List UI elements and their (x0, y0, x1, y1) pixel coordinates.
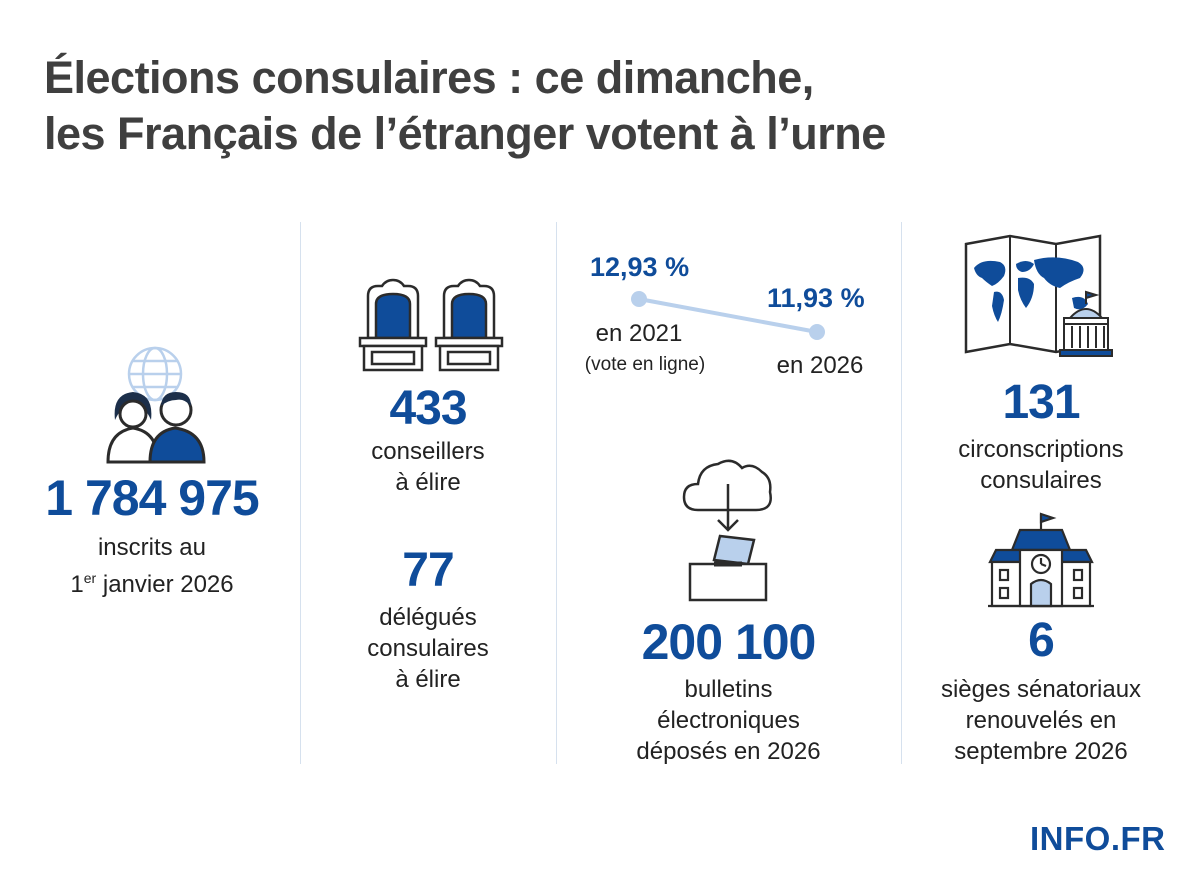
ordinal-superscript: er (83, 570, 97, 586)
delegates-label: délégués consulaires à élire (300, 602, 556, 695)
councillors-label-line-2: à élire (395, 469, 461, 496)
government-building (1059, 290, 1113, 357)
senate-label-line-3: septembre 2026 (954, 738, 1128, 765)
turnout-2021-point (631, 291, 647, 307)
constituencies-value: 131 (1002, 376, 1080, 429)
globe-people-icon (106, 346, 206, 464)
delegates-label-line-1: délégués (379, 604, 477, 631)
ballots-value: 200 100 (641, 614, 817, 670)
continents (974, 257, 1088, 322)
town-hall-icon (988, 512, 1094, 608)
senate-label-line-1: sièges sénatoriaux (940, 676, 1142, 703)
cloud-ballot-icon (682, 459, 772, 602)
turnout-2021-note: (vote en ligne) (584, 354, 706, 375)
councillors-value: 433 (389, 382, 467, 435)
councillors-label: conseillers à élire (300, 436, 556, 498)
senate-label: sièges sénatoriaux renouvelés en septemb… (901, 674, 1181, 767)
column-divider (300, 222, 301, 764)
constituencies-label-line-1: circonscriptions (958, 436, 1124, 463)
constituencies-label-line-2: consulaires (980, 467, 1102, 494)
ballots-label-line-3: déposés en 2026 (636, 738, 821, 765)
voters-label-line-1: inscrits au (97, 534, 207, 561)
column-divider (901, 222, 902, 764)
column-divider (556, 222, 557, 764)
title-line-1: Élections consulaires : ce dimanche, (44, 52, 814, 103)
page-title: Élections consulaires : ce dimanche, les… (44, 50, 886, 162)
turnout-2026-value: 11,93 % (767, 283, 865, 313)
delegates-value: 77 (402, 544, 454, 597)
voters-value: 1 784 975 (45, 470, 259, 526)
brand-logo: INFO.FR (1030, 820, 1166, 857)
turnout-2026-point (809, 324, 825, 340)
turnout-2021-value: 12,93 % (590, 252, 690, 282)
senate-label-line-2: renouvelés en (965, 707, 1117, 734)
seats-icon (358, 278, 504, 372)
cloud-download-icon (682, 459, 772, 532)
turnout-2026-label: en 2026 (776, 352, 864, 379)
delegates-label-line-2: consulaires (367, 635, 489, 662)
world-map-icon (964, 234, 1113, 357)
people-icon (106, 392, 206, 464)
turnout-2021-label: en 2021 (595, 320, 683, 347)
councillors-label-line-1: conseillers (371, 438, 485, 465)
voters-label-line-2: 1er janvier 2026 (70, 570, 234, 598)
senate-value: 6 (1028, 614, 1055, 667)
title-line-2: les Français de l’étranger votent à l’ur… (44, 108, 886, 159)
globe-icon (127, 346, 183, 402)
ballots-label-line-2: électroniques (657, 707, 800, 734)
ballot-box-icon (688, 534, 768, 602)
constituencies-label: circonscriptions consulaires (901, 434, 1181, 496)
turnout-trend-line (631, 291, 825, 340)
voters-label: inscrits au 1er janvier 2026 (20, 532, 284, 600)
delegates-label-line-3: à élire (395, 666, 461, 693)
ballots-label-line-1: bulletins (684, 676, 773, 703)
ballots-label: bulletins électroniques déposés en 2026 (556, 674, 901, 767)
